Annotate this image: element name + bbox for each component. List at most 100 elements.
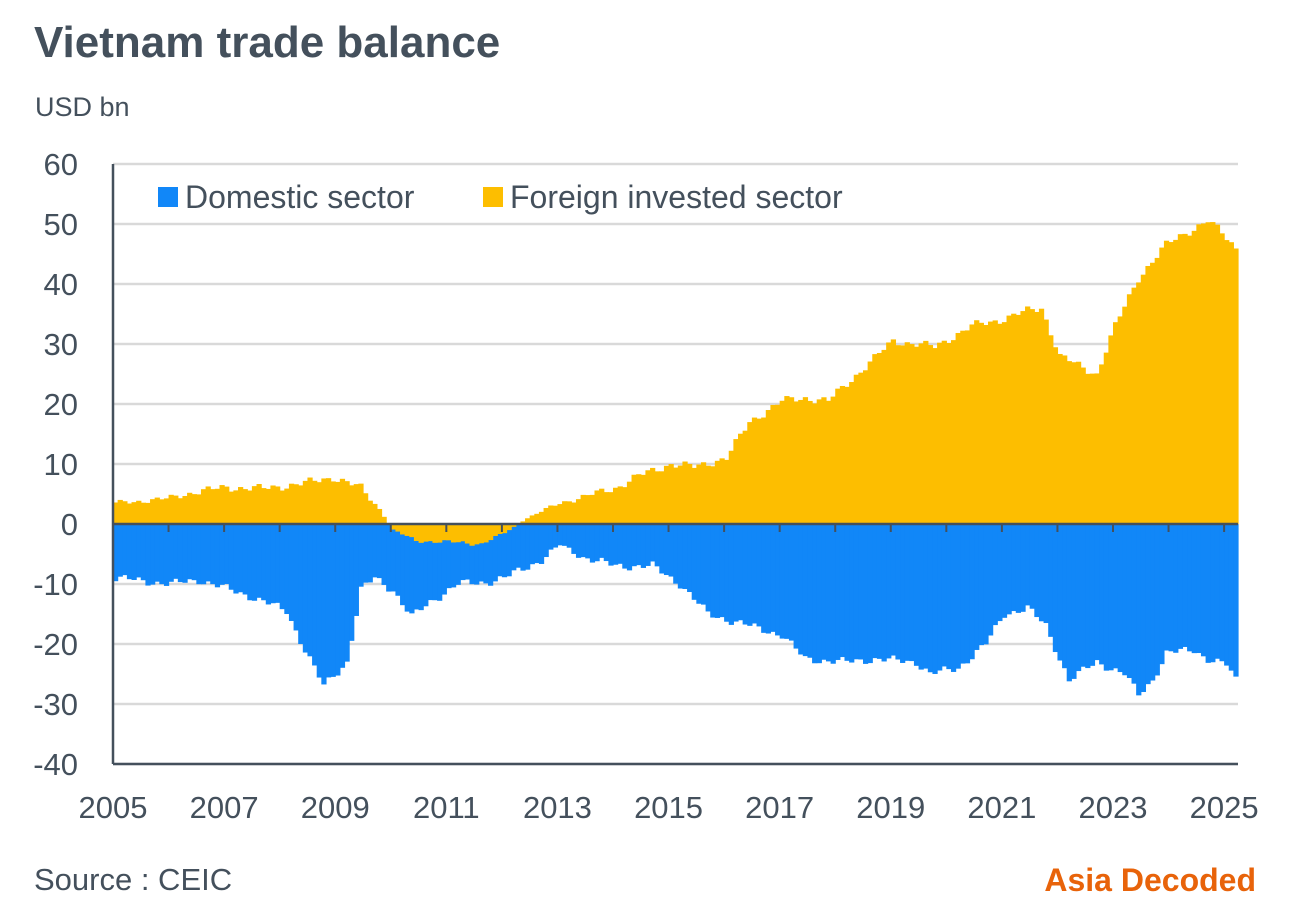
domestic-bar: [113, 524, 119, 582]
domestic-bar: [603, 524, 609, 562]
domestic-bar: [964, 524, 971, 664]
domestic-bar: [367, 524, 373, 583]
foreign-bar: [131, 502, 137, 524]
foreign-bar: [599, 488, 605, 524]
domestic-bar: [168, 524, 174, 582]
domestic-bar: [594, 524, 600, 562]
domestic-bar: [710, 524, 716, 618]
foreign-bar: [1150, 262, 1156, 524]
foreign-bar: [488, 524, 494, 541]
domestic-bar: [960, 524, 966, 664]
y-tick-label: -40: [33, 747, 78, 782]
foreign-bar: [645, 470, 651, 524]
domestic-bar: [233, 524, 239, 594]
foreign-bar: [1187, 235, 1193, 524]
foreign-bar: [483, 524, 489, 543]
foreign-bar: [1126, 294, 1133, 524]
domestic-bar: [895, 524, 901, 660]
domestic-bar: [538, 524, 545, 564]
domestic-bar: [497, 524, 503, 577]
domestic-bar: [173, 524, 179, 579]
domestic-bar: [1210, 524, 1216, 663]
foreign-bar: [330, 481, 336, 524]
domestic-bar: [645, 524, 651, 566]
foreign-bar: [173, 495, 179, 524]
foreign-bar: [696, 464, 702, 524]
domestic-bar: [460, 524, 466, 581]
x-tick-label: 2019: [856, 790, 925, 825]
foreign-bar: [900, 345, 906, 524]
y-tick-label: -30: [33, 687, 78, 722]
foreign-bar: [978, 322, 984, 524]
foreign-bar: [423, 524, 429, 542]
domestic-bar: [1191, 524, 1197, 654]
foreign-bar: [751, 417, 758, 524]
foreign-bar: [376, 508, 383, 524]
domestic-bar: [650, 524, 656, 562]
foreign-bar: [1177, 234, 1184, 524]
domestic-bar: [742, 524, 748, 625]
domestic-bar: [927, 524, 934, 673]
domestic-bar: [1117, 524, 1123, 673]
domestic-bar: [853, 524, 859, 660]
domestic-bar: [738, 524, 744, 621]
domestic-bar: [974, 524, 980, 650]
domestic-bar: [1187, 524, 1193, 652]
foreign-bar: [946, 343, 952, 524]
domestic-bar: [390, 524, 397, 592]
domestic-bar: [464, 524, 471, 580]
domestic-bar: [589, 524, 596, 563]
domestic-bar: [872, 524, 878, 659]
y-axis-unit-label: USD bn: [35, 92, 130, 122]
foreign-bar: [626, 481, 633, 524]
foreign-bar: [659, 471, 665, 524]
domestic-bar: [696, 524, 702, 604]
foreign-bar: [733, 439, 739, 524]
domestic-bar: [242, 524, 248, 595]
domestic-bar: [1094, 524, 1100, 661]
domestic-bar: [904, 524, 910, 661]
x-tick-label: 2017: [745, 790, 814, 825]
foreign-bar: [316, 482, 322, 524]
foreign-bar: [321, 478, 327, 524]
foreign-bar: [1168, 242, 1174, 525]
x-tick-label: 2007: [190, 790, 259, 825]
domestic-bar: [793, 524, 799, 649]
y-tick-label: 10: [44, 447, 78, 482]
foreign-bar: [964, 330, 971, 524]
domestic-bar: [816, 524, 822, 664]
foreign-sector-bars: [113, 222, 1239, 546]
y-tick-label: -10: [33, 567, 78, 602]
domestic-bar: [775, 524, 781, 636]
foreign-bar: [927, 345, 934, 524]
foreign-bar: [136, 500, 142, 524]
foreign-bar: [469, 524, 475, 546]
domestic-bar: [1224, 524, 1230, 666]
foreign-bar: [1048, 335, 1054, 524]
foreign-bar: [358, 483, 364, 524]
foreign-bar: [1034, 311, 1040, 524]
domestic-bar: [446, 524, 452, 589]
foreign-bar: [863, 370, 869, 524]
foreign-bar: [140, 502, 147, 524]
domestic-bar: [909, 524, 915, 662]
foreign-bar: [761, 417, 767, 524]
domestic-bar: [284, 524, 290, 615]
foreign-bar: [1163, 240, 1170, 524]
domestic-bar: [1122, 524, 1128, 676]
y-tick-label: 40: [44, 267, 78, 302]
foreign-bar: [261, 488, 267, 524]
foreign-bar: [867, 361, 873, 524]
x-tick-label: 2023: [1079, 790, 1148, 825]
domestic-bar: [1154, 524, 1160, 676]
domestic-bar: [437, 524, 443, 601]
domestic-bar: [363, 524, 369, 583]
domestic-bar: [122, 524, 128, 576]
foreign-bar: [219, 485, 225, 524]
domestic-bar: [802, 524, 809, 657]
foreign-bar: [1113, 322, 1119, 524]
domestic-bar: [1052, 524, 1059, 653]
domestic-bar: [177, 524, 184, 583]
foreign-bar: [233, 490, 239, 524]
foreign-bar: [474, 524, 480, 545]
